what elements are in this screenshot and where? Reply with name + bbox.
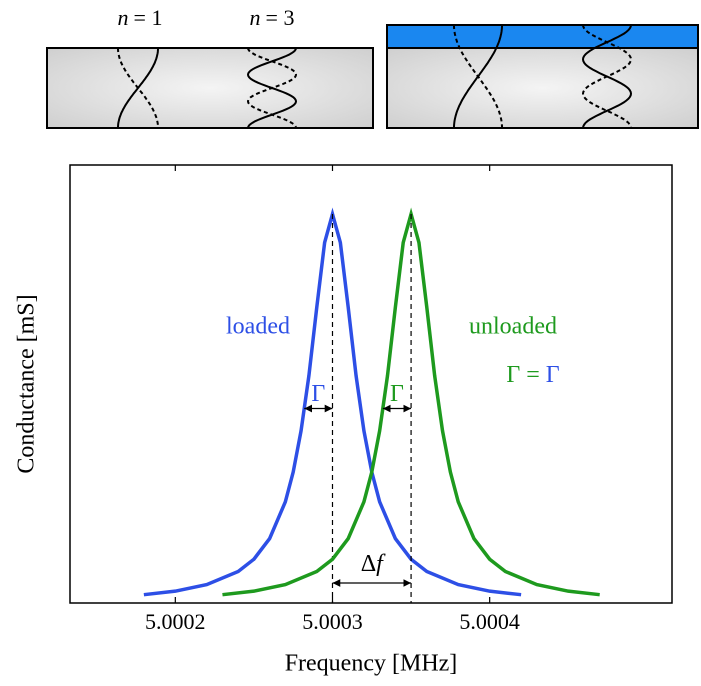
x-axis-label: Frequency [MHz]: [285, 651, 458, 677]
mode-wave: [246, 47, 298, 129]
x-tick-label: 5.0003: [302, 609, 363, 634]
schematic: [46, 24, 699, 129]
shift-label: Δf: [361, 551, 386, 577]
width-label: Γ: [390, 381, 404, 407]
width-label: Γ: [311, 381, 325, 407]
mode-label: n = 3: [250, 5, 295, 30]
x-tick-label: 5.0004: [459, 609, 520, 634]
mode-label: n = 1: [118, 5, 163, 30]
series-label: loaded: [226, 314, 290, 340]
mode-number: = 1: [134, 5, 163, 30]
mode-number: = 3: [266, 5, 295, 30]
equality-label: Γ = Γ: [506, 362, 559, 388]
equality-part: Γ: [506, 362, 520, 388]
series-label: unloaded: [469, 314, 557, 340]
mode-symbol: n: [250, 5, 261, 30]
shift-symbol: f: [376, 551, 386, 577]
shift-delta: Δ: [361, 551, 376, 577]
plot-frame: [69, 164, 673, 604]
mode-wave: [453, 25, 503, 128]
y-axis-label: Conductance [mS]: [14, 294, 40, 473]
equality-part: =: [526, 362, 540, 388]
resonator-loaded: [386, 47, 699, 129]
equality-part: Γ: [546, 362, 560, 388]
mode-symbol: n: [118, 5, 129, 30]
film-layer: [386, 24, 699, 49]
x-tick-label: 5.0002: [145, 609, 206, 634]
resonator-bare: [46, 47, 374, 129]
mode-wave: [117, 48, 159, 128]
mode-wave: [581, 24, 633, 129]
